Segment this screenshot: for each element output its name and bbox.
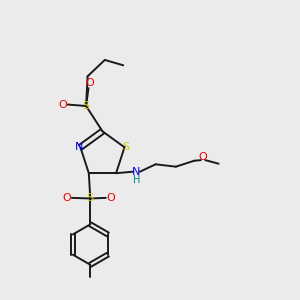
Text: S: S	[87, 194, 94, 203]
Text: H: H	[133, 175, 140, 185]
Text: N: N	[75, 142, 83, 152]
Text: S: S	[82, 101, 90, 111]
Text: O: O	[85, 78, 94, 88]
Text: O: O	[62, 193, 71, 203]
Text: O: O	[107, 193, 116, 203]
Text: O: O	[198, 152, 207, 162]
Text: S: S	[122, 142, 130, 152]
Text: N: N	[132, 167, 140, 177]
Text: O: O	[58, 100, 67, 110]
